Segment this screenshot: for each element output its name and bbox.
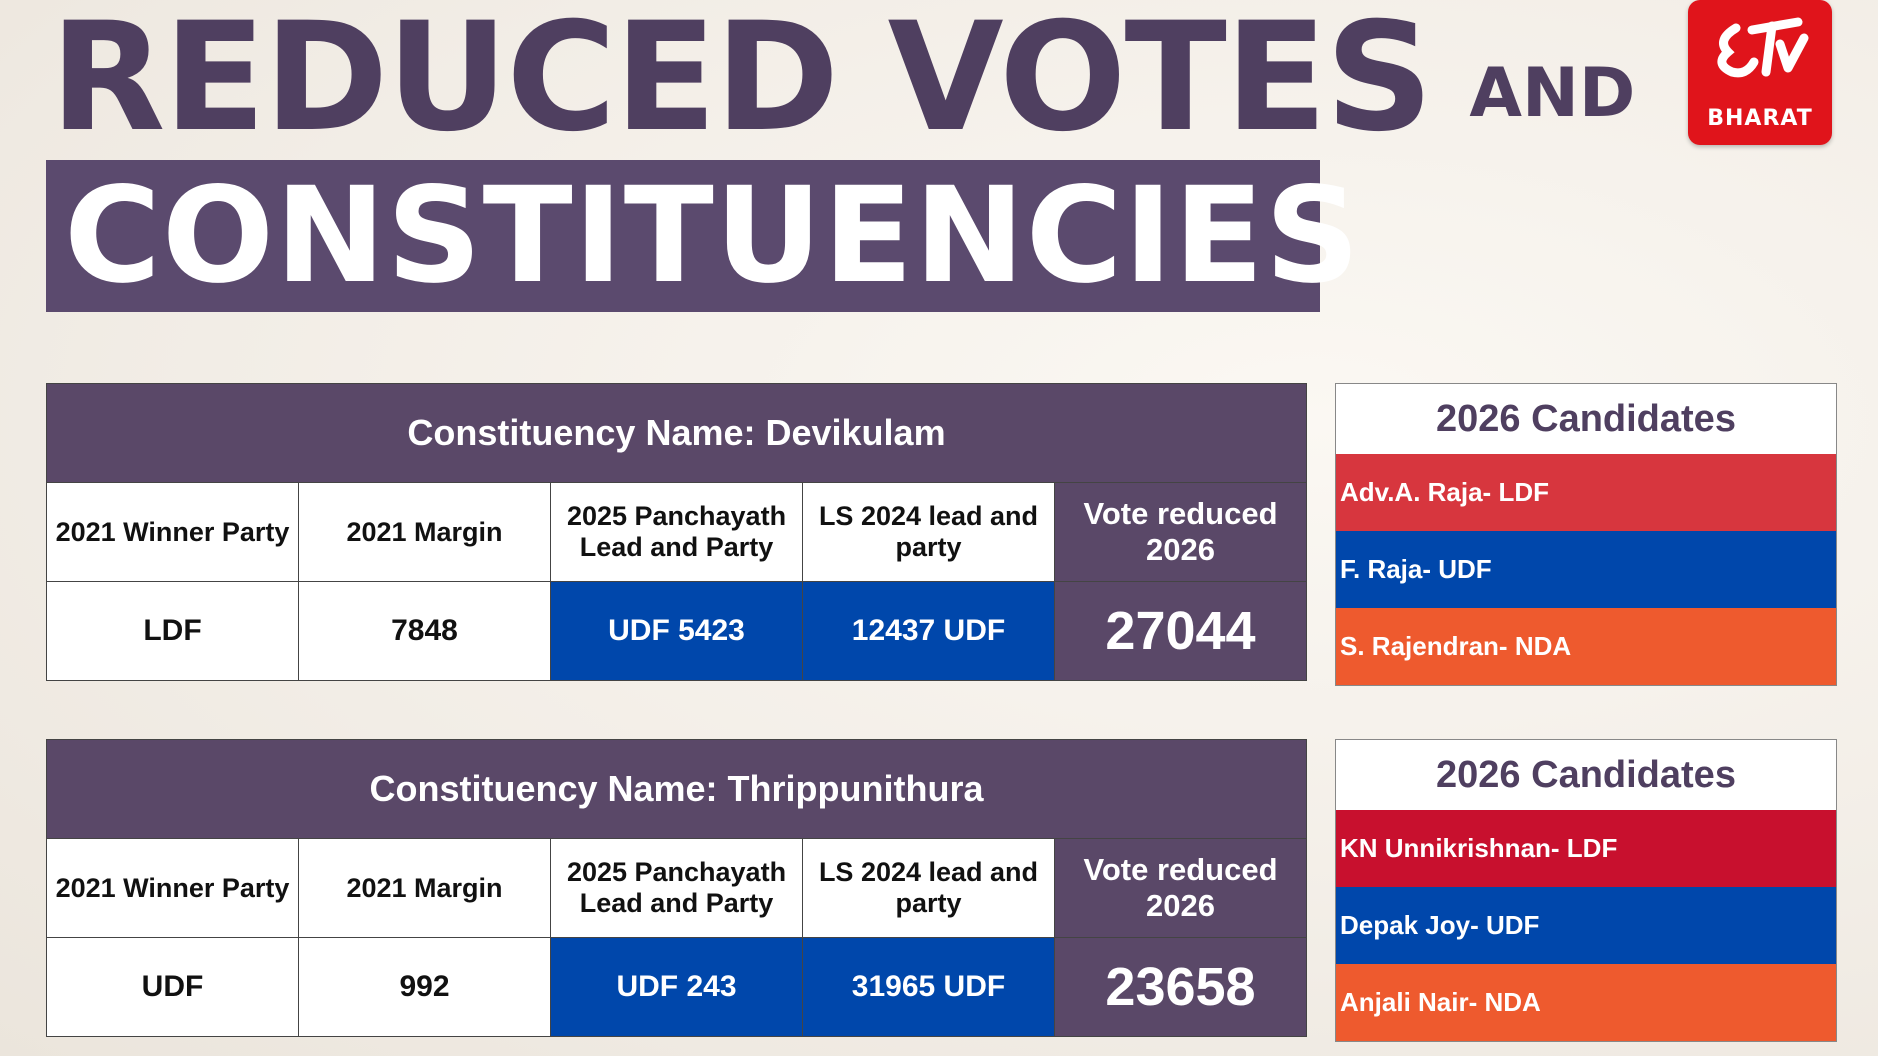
margin-value: 7848	[298, 581, 551, 681]
title-constituencies: CONSTITUENCIES	[64, 159, 1361, 313]
col-head-vote-reduced: Vote reduced 2026	[1054, 482, 1307, 582]
panchayath-value: UDF 5423	[550, 581, 803, 681]
candidates-title: 2026 Candidates	[1436, 753, 1736, 796]
logo-text: BHARAT	[1707, 106, 1813, 131]
candidate-row-udf: Depak Joy- UDF	[1336, 887, 1836, 964]
col-head-winner: 2021 Winner Party	[46, 838, 299, 938]
ls2024-value: 12437 UDF	[802, 581, 1055, 681]
col-head-winner: 2021 Winner Party	[46, 482, 299, 582]
title-line-1: REDUCED VOTES AND	[50, 0, 1636, 165]
etv-logo-icon	[1717, 17, 1809, 78]
etv-bharat-logo: BHARAT	[1688, 0, 1832, 145]
candidate-row-nda: S. Rajendran- NDA	[1336, 608, 1836, 685]
margin-value: 992	[298, 937, 551, 1037]
col-head-ls2024: LS 2024 lead and party	[802, 482, 1055, 582]
col-head-margin: 2021 Margin	[298, 482, 551, 582]
col-head-panchayath: 2025 Panchayath Lead and Party	[550, 838, 803, 938]
candidates-title: 2026 Candidates	[1436, 397, 1736, 440]
title-band: CONSTITUENCIES	[46, 160, 1360, 312]
candidate-row-ldf: KN Unnikrishnan- LDF	[1336, 810, 1836, 887]
ls2024-value: 31965 UDF	[802, 937, 1055, 1037]
title-and: AND	[1469, 54, 1636, 133]
panchayath-value: UDF 243	[550, 937, 803, 1037]
candidate-row-ldf: Adv.A. Raja- LDF	[1336, 454, 1836, 531]
title-reduced-votes: REDUCED VOTES	[50, 0, 1433, 165]
winner-value: UDF	[46, 937, 299, 1037]
vote-reduced-value: 23658	[1054, 937, 1307, 1037]
col-head-panchayath: 2025 Panchayath Lead and Party	[550, 482, 803, 582]
winner-value: LDF	[46, 581, 299, 681]
candidates-box-thrippunithura: 2026 Candidates KN Unnikrishnan- LDF Dep…	[1335, 739, 1837, 1042]
col-head-ls2024: LS 2024 lead and party	[802, 838, 1055, 938]
constituency-table-devikulam: Constituency Name: Devikulam 2021 Winner…	[46, 383, 1307, 681]
col-head-vote-reduced: Vote reduced 2026	[1054, 838, 1307, 938]
col-head-margin: 2021 Margin	[298, 838, 551, 938]
constituency-table-thrippunithura: Constituency Name: Thrippunithura 2021 W…	[46, 739, 1307, 1037]
constituency-header: Constituency Name: Devikulam	[46, 383, 1307, 483]
constituency-header: Constituency Name: Thrippunithura	[46, 739, 1307, 839]
candidates-box-devikulam: 2026 Candidates Adv.A. Raja- LDF F. Raja…	[1335, 383, 1837, 686]
vote-reduced-value: 27044	[1054, 581, 1307, 681]
candidate-row-nda: Anjali Nair- NDA	[1336, 964, 1836, 1041]
candidate-row-udf: F. Raja- UDF	[1336, 531, 1836, 608]
